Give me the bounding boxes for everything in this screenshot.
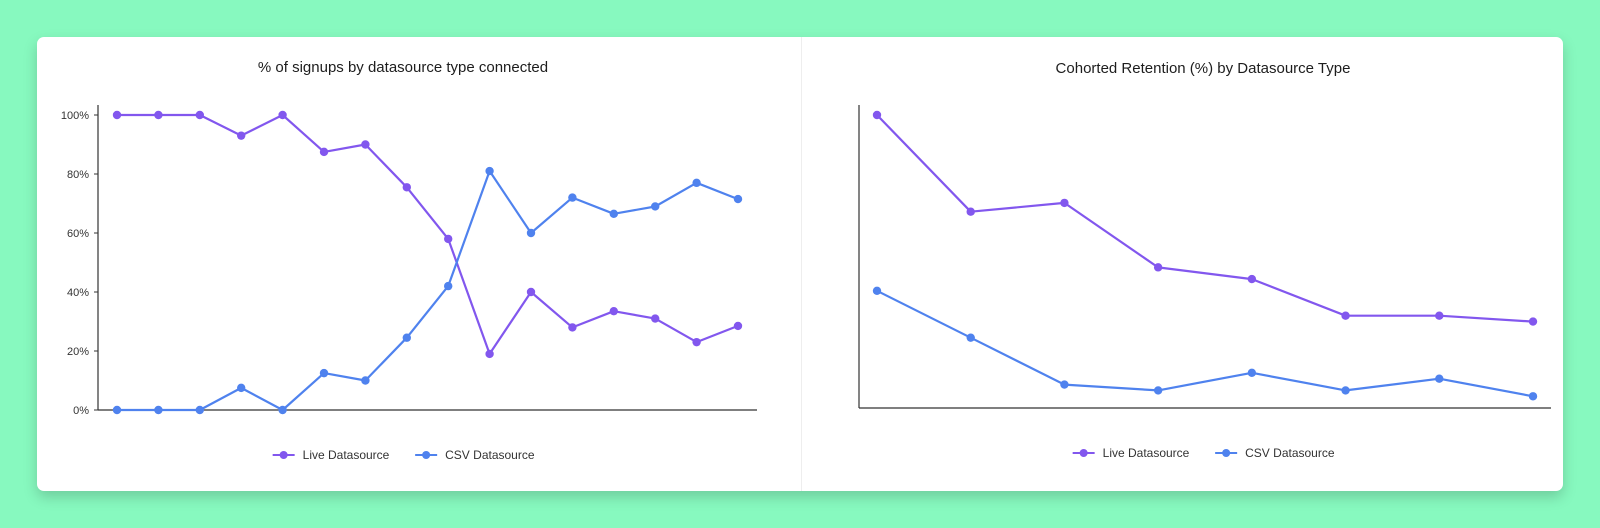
data-point <box>609 209 618 219</box>
data-point <box>526 287 536 297</box>
legend-item: Live Datasource <box>1072 446 1190 460</box>
legend-label: CSV Datasource <box>445 448 535 462</box>
legend-swatch-marker <box>422 451 431 459</box>
data-point <box>444 281 453 291</box>
y-tick-label: 20% <box>67 346 89 358</box>
series-line <box>117 113 739 355</box>
data-point <box>195 110 204 120</box>
data-point <box>361 376 370 385</box>
data-point <box>568 323 577 332</box>
data-point <box>237 131 246 140</box>
data-point <box>1341 386 1350 395</box>
legend-swatch-marker <box>1079 449 1088 457</box>
y-tick-label: 0% <box>73 405 89 417</box>
data-point <box>692 178 701 188</box>
data-point <box>402 183 411 192</box>
data-point <box>872 286 882 295</box>
series-line <box>876 289 1534 398</box>
y-tick-label: 100% <box>61 110 89 122</box>
data-point <box>1341 311 1350 320</box>
data-point <box>1435 374 1444 383</box>
legend-item: Live Datasource <box>272 448 390 462</box>
series-line <box>876 114 1534 323</box>
data-point <box>966 207 975 216</box>
data-point <box>1528 317 1538 326</box>
legend-swatch-marker <box>279 451 288 459</box>
y-tick-label: 60% <box>67 228 89 240</box>
data-point <box>609 306 618 316</box>
data-point <box>1528 392 1538 401</box>
data-point <box>154 110 163 120</box>
data-point <box>872 110 882 120</box>
legend-swatch-marker <box>1222 449 1231 457</box>
legend: Live Datasource CSV Datasource <box>272 448 535 462</box>
data-point <box>361 140 370 149</box>
data-point <box>112 110 122 120</box>
legend: Live Datasource CSV Datasource <box>1072 446 1335 460</box>
data-point <box>319 368 329 378</box>
data-point <box>733 194 743 204</box>
data-point <box>733 321 743 331</box>
data-point <box>651 202 660 211</box>
cohorted-retention-chart: Cohorted Retention (%) by Datasource Typ… <box>858 60 1551 460</box>
chart-divider <box>801 37 802 491</box>
series-line <box>117 169 739 412</box>
chart-title: Cohorted Retention (%) by Datasource Typ… <box>1056 60 1351 77</box>
chart-title: % of signups by datasource type connecte… <box>258 59 548 76</box>
data-point <box>278 405 287 415</box>
legend-label: CSV Datasource <box>1245 446 1335 460</box>
y-tick-label: 80% <box>67 169 89 181</box>
data-point <box>278 110 287 120</box>
data-point <box>1247 274 1257 284</box>
legend-item: CSV Datasource <box>415 448 535 462</box>
data-point <box>651 314 660 323</box>
legend-label: Live Datasource <box>1103 446 1190 460</box>
dashboard-card: % of signups by datasource type connecte… <box>37 37 1563 491</box>
data-point <box>1153 386 1163 395</box>
y-tick-label: 40% <box>67 287 89 299</box>
data-point <box>1060 380 1069 389</box>
data-point <box>237 383 246 393</box>
data-point <box>154 405 163 415</box>
data-point <box>195 405 204 415</box>
data-point <box>1060 198 1069 208</box>
data-point <box>1153 263 1163 272</box>
data-point <box>1247 368 1257 378</box>
data-point <box>1435 311 1444 320</box>
data-point <box>485 166 494 176</box>
signups-by-datasource-chart: % of signups by datasource type connecte… <box>61 59 757 462</box>
data-point <box>444 234 453 244</box>
data-point <box>526 228 536 238</box>
legend-label: Live Datasource <box>303 448 390 462</box>
data-point <box>402 333 411 342</box>
data-point <box>319 147 329 157</box>
data-point <box>485 349 494 359</box>
data-point <box>966 333 975 342</box>
data-point <box>112 405 122 415</box>
legend-item: CSV Datasource <box>1215 446 1335 460</box>
data-point <box>568 193 577 202</box>
data-point <box>692 337 701 347</box>
